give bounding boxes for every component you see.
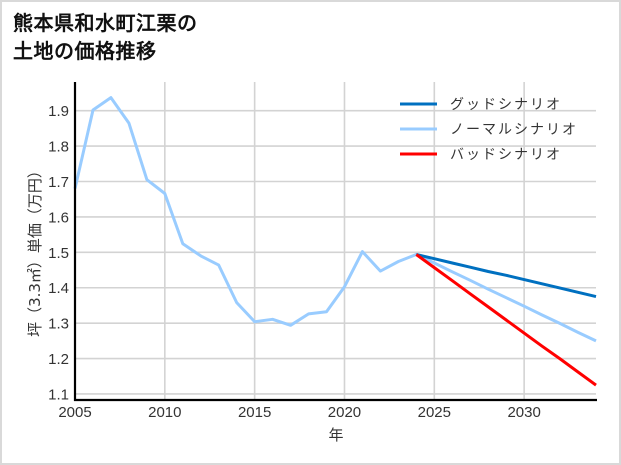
- chart-title-line-2: 土地の価格推移: [13, 39, 157, 63]
- y-tick-labels: 1.1 1.2 1.3 1.4 1.5 1.6 1.7 1.8 1.9: [48, 103, 69, 403]
- y-tick-label: 1.5: [48, 245, 69, 262]
- x-tick-label: 2005: [58, 404, 91, 421]
- chart-title: 熊本県和水町江栗の 土地の価格推移: [13, 9, 198, 65]
- series-line: [73, 96, 597, 343]
- y-tick-label: 1.2: [48, 351, 69, 368]
- x-tick-label: 2015: [238, 404, 271, 421]
- y-tick-label: 1.6: [48, 209, 69, 226]
- series-line: [415, 253, 597, 387]
- x-tick-label: 2030: [507, 404, 540, 421]
- x-tick-label: 2020: [328, 404, 361, 421]
- chart-title-line-1: 熊本県和水町江栗の: [13, 11, 198, 35]
- legend-label: ノーマルシナリオ: [450, 122, 578, 138]
- axes: [73, 82, 597, 402]
- y-tick-label: 1.4: [48, 280, 69, 297]
- legend-label: グッドシナリオ: [450, 97, 562, 113]
- series-lines: [73, 96, 597, 387]
- legend-label: バッドシナリオ: [450, 147, 562, 163]
- y-tick-label: 1.9: [48, 103, 69, 120]
- y-tick-label: 1.7: [48, 174, 69, 191]
- y-tick-label: 1.3: [48, 316, 69, 333]
- x-tick-label: 2025: [418, 404, 451, 421]
- x-tick-labels: 2005 2010 2015 2020 2025 2030: [58, 404, 541, 421]
- y-tick-label: 1.8: [48, 139, 69, 156]
- grid-lines: [75, 82, 596, 400]
- y-axis-label: 坪（3.3㎡）単価（万円）: [26, 163, 44, 337]
- series-line: [415, 253, 597, 299]
- x-axis-label: 年: [328, 426, 343, 444]
- y-tick-label: 1.1: [48, 386, 69, 403]
- x-tick-label: 2010: [148, 404, 181, 421]
